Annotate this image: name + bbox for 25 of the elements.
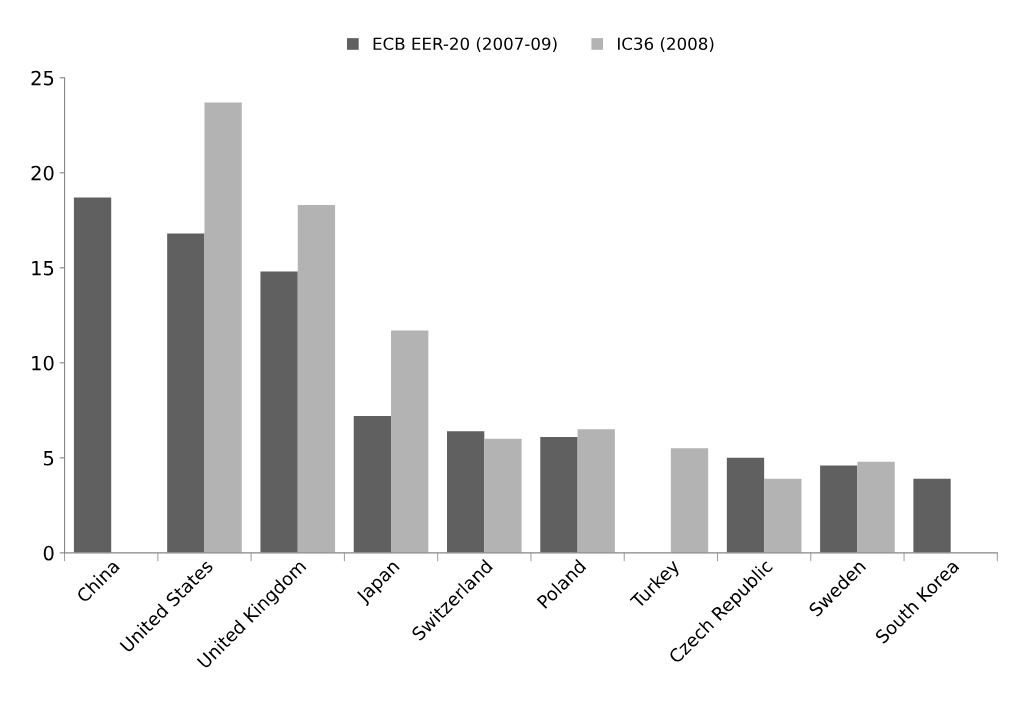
bar [670,448,709,553]
bar [540,436,578,553]
legend-label: IC36 (2008) [618,37,714,52]
bar [297,205,336,553]
bar [726,457,765,553]
bar [447,431,485,553]
bar [391,330,429,553]
bar [484,438,522,553]
bar [204,102,242,553]
y-tick-label: 20 [31,165,54,181]
legend-label: ECB EER-20 (2007-09) [373,37,557,52]
y-tick-label: 10 [32,355,54,371]
bar [260,271,298,553]
y-tick-label: 5 [43,451,54,466]
bar [73,197,112,553]
bar [764,478,802,553]
bar [913,478,951,553]
bar [353,416,392,553]
y-tick-label: 0 [43,545,54,561]
bar [857,461,895,553]
y-tick-label: 25 [31,70,54,86]
bar [577,429,615,553]
bar [820,465,858,553]
y-tick-label: 15 [32,261,54,276]
bar [167,233,205,553]
